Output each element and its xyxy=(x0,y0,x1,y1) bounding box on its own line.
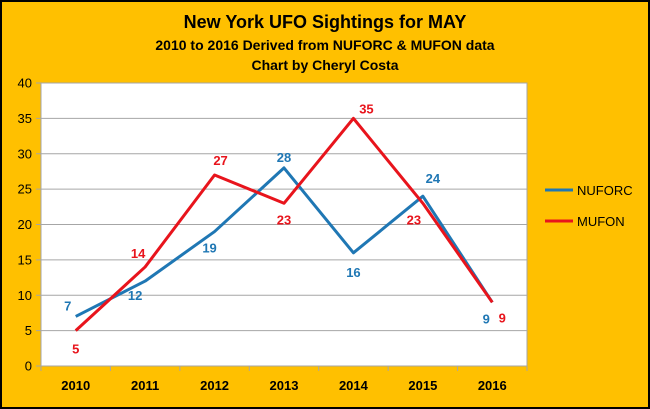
x-tick-label: 2011 xyxy=(131,378,159,393)
y-tick-label: 20 xyxy=(18,217,32,232)
x-tick-label: 2010 xyxy=(61,378,90,393)
data-label-nuforc: 24 xyxy=(426,171,441,186)
y-tick-label: 30 xyxy=(18,146,32,161)
y-tick-label: 10 xyxy=(18,288,32,303)
x-tick-label: 2013 xyxy=(270,378,299,393)
x-tick-label: 2012 xyxy=(200,378,229,393)
data-labels: 7 12 19 28 16 24 9 5 14 27 23 35 23 9 xyxy=(64,101,506,356)
data-label-mufon: 9 xyxy=(499,310,506,325)
gridlines xyxy=(41,82,527,367)
y-tick-label: 40 xyxy=(18,76,32,91)
data-label-nuforc: 7 xyxy=(64,298,71,313)
data-label-mufon: 23 xyxy=(407,212,421,227)
data-label-nuforc: 9 xyxy=(483,311,490,326)
y-tick-label: 0 xyxy=(25,359,32,374)
data-label-mufon: 14 xyxy=(131,246,146,261)
data-label-mufon: 35 xyxy=(359,101,373,116)
y-axis-ticks: 0 5 10 15 20 25 30 35 40 xyxy=(18,76,41,374)
y-tick-label: 25 xyxy=(18,182,32,197)
series-line-nuforc xyxy=(75,166,494,318)
series-lines xyxy=(74,116,494,332)
chart-credit: Chart by Cheryl Costa xyxy=(251,57,398,73)
chart-title: New York UFO Sightings for MAY xyxy=(184,12,467,32)
y-tick-label: 5 xyxy=(25,323,32,338)
data-label-mufon: 27 xyxy=(213,153,227,168)
data-label-mufon: 5 xyxy=(72,342,79,357)
y-tick-label: 15 xyxy=(18,252,32,267)
y-tick-label: 35 xyxy=(18,111,32,126)
data-label-mufon: 23 xyxy=(277,212,291,227)
legend-label-mufon: MUFON xyxy=(577,214,625,229)
data-label-nuforc: 16 xyxy=(346,265,360,280)
legend-label-nuforc: NUFORC xyxy=(577,183,633,198)
x-tick-label: 2015 xyxy=(408,378,437,393)
legend: NUFORC MUFON xyxy=(545,183,633,229)
series-line-mufon xyxy=(74,116,494,332)
x-tick-label: 2016 xyxy=(478,378,507,393)
chart-subtitle: 2010 to 2016 Derived from NUFORC & MUFON… xyxy=(155,37,494,53)
data-label-nuforc: 19 xyxy=(202,241,216,256)
x-axis-ticks: 2010 2011 2012 2013 2014 2015 2016 xyxy=(40,366,528,393)
data-label-nuforc: 12 xyxy=(128,288,142,303)
data-label-nuforc: 28 xyxy=(277,150,291,165)
x-tick-label: 2014 xyxy=(339,378,369,393)
